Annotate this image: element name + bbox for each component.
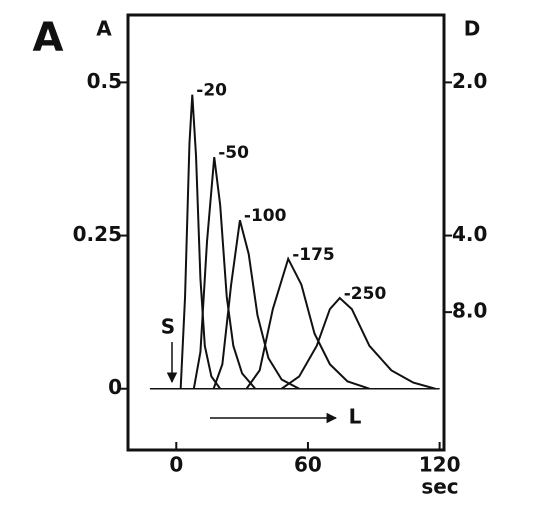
y2-axis-label: D	[464, 17, 481, 41]
y-tick-label: 0	[108, 375, 122, 399]
curve	[245, 256, 370, 390]
x-tick-label: 60	[294, 453, 322, 477]
curve	[179, 94, 221, 390]
x-tick-label: 120	[419, 453, 461, 477]
curve-label: -100	[244, 206, 287, 226]
x-tick-label: 0	[169, 453, 183, 477]
curve	[212, 219, 300, 390]
plot-frame	[126, 13, 446, 452]
y2-tick-label: 4.0	[452, 222, 487, 246]
curve	[281, 296, 436, 390]
curve	[192, 157, 257, 390]
y-axis-label: A	[96, 17, 112, 41]
annotation-s: S	[161, 315, 175, 339]
y-tick-label: 0.5	[87, 69, 122, 93]
curve-label: -20	[196, 81, 227, 101]
curve-label: -50	[218, 143, 249, 163]
y2-tick-label: 2.0	[452, 69, 487, 93]
panel-label: A	[33, 15, 64, 61]
y2-tick-label: 8.0	[452, 299, 487, 323]
annotation-l: L	[349, 405, 362, 429]
curve-label: -250	[344, 284, 387, 304]
x-axis-label: sec	[421, 475, 458, 499]
y-tick-label: 0.25	[73, 222, 122, 246]
curve-label: -175	[292, 245, 335, 265]
